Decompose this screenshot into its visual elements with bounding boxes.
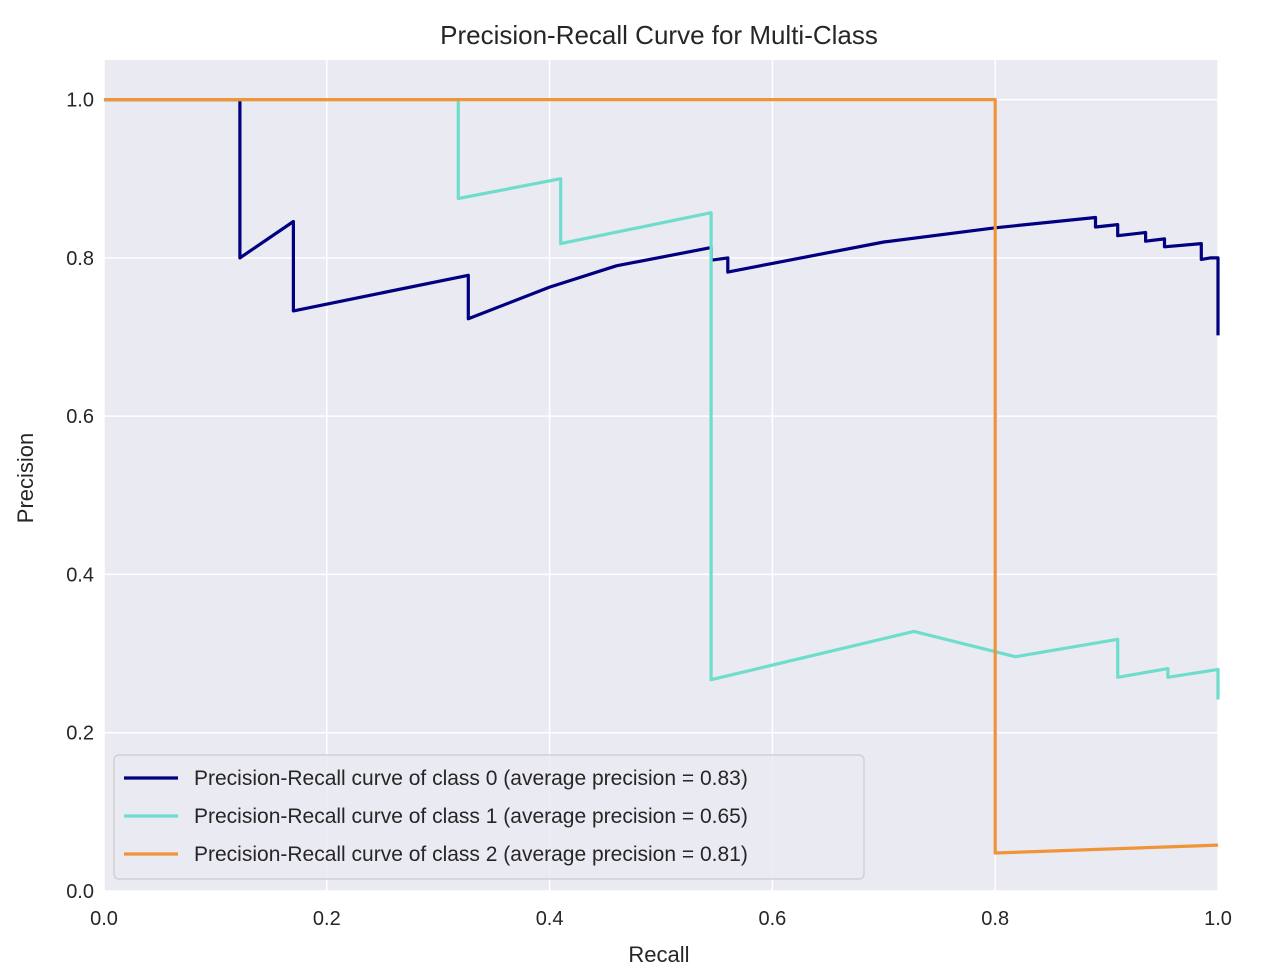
legend-label-class-0: Precision-Recall curve of class 0 (avera… [194, 767, 748, 790]
chart-title: Precision-Recall Curve for Multi-Class [440, 20, 878, 50]
legend-label-class-2: Precision-Recall curve of class 2 (avera… [194, 843, 748, 866]
y-tick-label: 0.0 [66, 881, 94, 903]
series-line-class-2 [104, 97, 1219, 855]
x-tick-label: 0.8 [981, 908, 1009, 930]
y-tick-label: 0.6 [66, 406, 94, 428]
x-tick-label: 0.6 [758, 908, 786, 930]
series-line-class-1 [104, 97, 1220, 700]
x-tick-label: 0.4 [536, 908, 564, 930]
legend: Precision-Recall curve of class 0 (avera… [113, 754, 865, 880]
legend-box [113, 754, 865, 880]
series-line-class-0 [104, 97, 1220, 336]
legend-label-class-1: Precision-Recall curve of class 1 (avera… [194, 805, 748, 828]
y-tick-label: 0.8 [66, 248, 94, 270]
series-lines [104, 97, 1220, 855]
y-tick-label: 1.0 [66, 90, 94, 112]
x-tick-label: 0.2 [313, 908, 341, 930]
y-tick-label: 0.2 [66, 723, 94, 745]
plot-area [104, 60, 1218, 891]
y-tick-label: 0.4 [66, 564, 94, 586]
x-tick-label: 0.0 [90, 908, 118, 930]
x-tick-label: 1.0 [1204, 908, 1232, 930]
x-axis-label: Recall [628, 942, 689, 967]
y-axis-label: Precision [13, 433, 38, 523]
tick-labels: 0.0 0.2 0.4 0.6 0.8 1.0 0.0 0.2 0.4 0.6 0.8 1.0 [66, 90, 1232, 930]
